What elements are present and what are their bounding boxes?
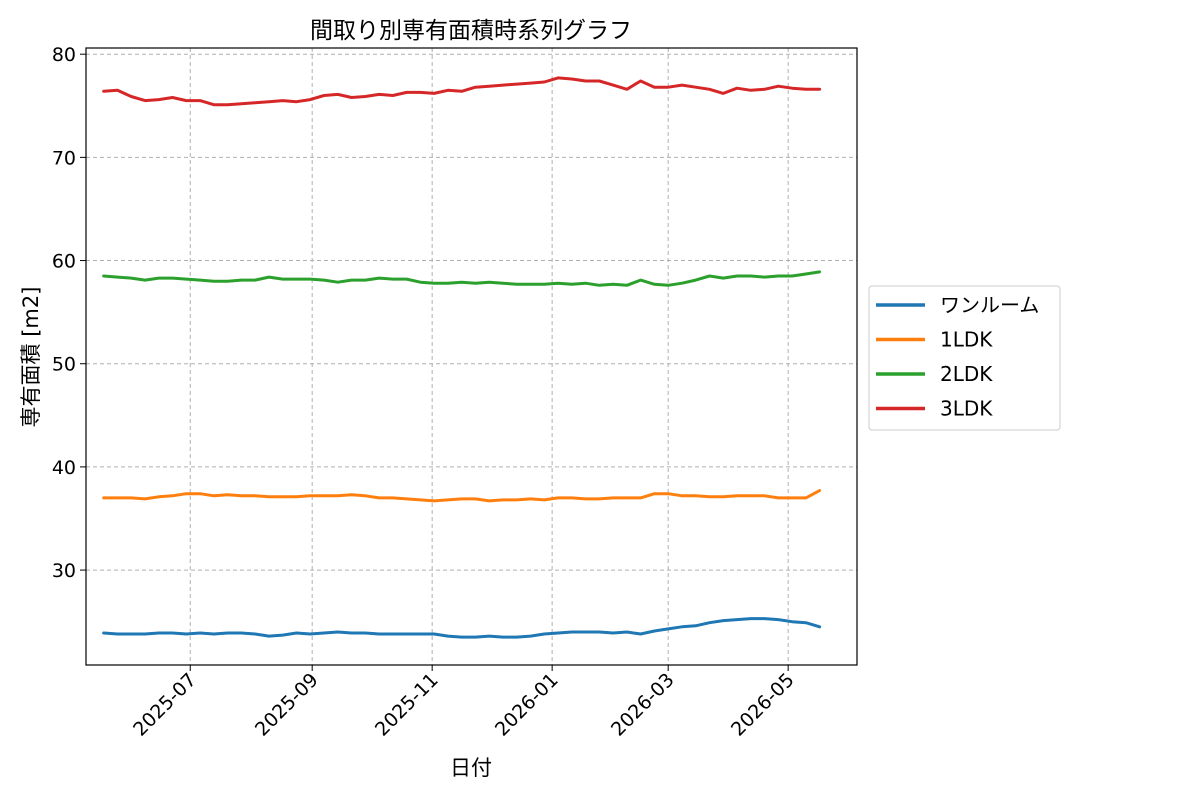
- y-tick-label: 50: [52, 354, 76, 376]
- legend-label: ワンルーム: [940, 293, 1039, 317]
- plot-frame: [85, 47, 858, 666]
- y-axis-ticks: 30 40 50 60 70 80: [52, 44, 86, 582]
- legend: ワンルーム 1LDK 2LDK 3LDK: [868, 285, 1061, 431]
- legend-label: 2LDK: [940, 362, 993, 386]
- chart-title: 間取り別専有面積時系列グラフ: [310, 18, 632, 44]
- y-tick-label: 80: [52, 44, 76, 66]
- series-line-4: [102, 76, 822, 107]
- series-line-2: [102, 489, 822, 503]
- series-lines: [102, 76, 822, 639]
- y-tick-label: 30: [52, 560, 76, 582]
- series-line-1: [102, 617, 822, 639]
- y-tick-label: 60: [52, 251, 76, 273]
- y-axis-title: 専有面積 [m2]: [19, 287, 43, 428]
- legend-label: 3LDK: [940, 397, 993, 421]
- grid-lines: [86, 48, 857, 665]
- legend-label: 1LDK: [940, 328, 993, 352]
- x-axis-title: 日付: [450, 756, 492, 780]
- y-tick-label: 70: [52, 147, 76, 169]
- legend-box: [868, 285, 1061, 431]
- y-tick-label: 40: [52, 457, 76, 479]
- series-line-3: [102, 270, 822, 287]
